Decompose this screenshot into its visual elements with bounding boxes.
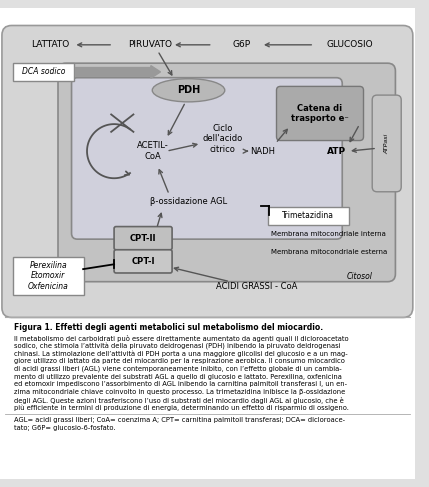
Text: NADH: NADH (251, 147, 275, 156)
Text: Ciclo
dell'acido
citrico: Ciclo dell'acido citrico (202, 124, 242, 153)
Text: ACIDI GRASSI - CoA: ACIDI GRASSI - CoA (215, 282, 297, 291)
FancyBboxPatch shape (72, 78, 342, 239)
Text: mento di utilizzo prevalente dei substrati AGL a quello di glucosio e lattato. P: mento di utilizzo prevalente dei substra… (14, 374, 341, 379)
Text: G6P: G6P (233, 40, 251, 49)
Text: chinasi. La stimolazione dell’attività di PDH porta a una maggiore glicolisi del: chinasi. La stimolazione dell’attività d… (14, 350, 347, 357)
Text: LATTATO: LATTATO (31, 40, 69, 49)
FancyBboxPatch shape (58, 63, 396, 281)
FancyBboxPatch shape (12, 63, 75, 80)
Text: PDH: PDH (177, 85, 200, 95)
Text: ATP: ATP (327, 147, 346, 156)
Text: giore utilizzo di lattato da parte del miocardio per la respirazione aerobica. I: giore utilizzo di lattato da parte del m… (14, 358, 344, 364)
Text: ACETIL-
CoA: ACETIL- CoA (137, 141, 169, 161)
Text: zima mitocondriale chiave coinvolto in questo processo. La trimetazidina inibisc: zima mitocondriale chiave coinvolto in q… (14, 389, 345, 395)
Text: CPT-I: CPT-I (131, 257, 155, 266)
Text: ed etomoxir impediscono l’assorbimento di AGL inibendo la carnitina palmitoil tr: ed etomoxir impediscono l’assorbimento d… (14, 381, 347, 387)
Text: più efficiente in termini di produzione di energia, determinando un effetto di r: più efficiente in termini di produzione … (14, 405, 348, 411)
Text: Perexilina
Etomoxir
Oxfenicina: Perexilina Etomoxir Oxfenicina (28, 261, 69, 291)
Text: AGL= acidi grassi liberi; CoA= coenzima A; CPT= carnitina palmitoil transferasi;: AGL= acidi grassi liberi; CoA= coenzima … (14, 417, 344, 423)
Text: Membrana mitocondriale esterna: Membrana mitocondriale esterna (271, 249, 387, 255)
Text: β-ossidazione AGL: β-ossidazione AGL (150, 197, 227, 206)
Text: Catena di
trasporto e⁻: Catena di trasporto e⁻ (291, 104, 349, 123)
FancyBboxPatch shape (12, 257, 84, 295)
Text: GLUCOSIO: GLUCOSIO (326, 40, 373, 49)
Text: tato; G6P= glucosio-6-fosfato.: tato; G6P= glucosio-6-fosfato. (14, 425, 115, 431)
Text: Il metabolismo dei carboidrati può essere direttamente aumentato da agenti quali: Il metabolismo dei carboidrati può esser… (14, 335, 348, 342)
FancyBboxPatch shape (114, 226, 172, 250)
FancyBboxPatch shape (0, 5, 418, 482)
Text: degli AGL. Queste azioni trasferiscono l’uso di substrati del miocardio dagli AG: degli AGL. Queste azioni trasferiscono l… (14, 397, 343, 404)
Text: Membrana mitocondriale interna: Membrana mitocondriale interna (271, 231, 386, 237)
Text: DCA sodico: DCA sodico (22, 67, 65, 76)
FancyArrow shape (76, 66, 160, 78)
Text: PIRUVATO: PIRUVATO (128, 40, 172, 49)
FancyBboxPatch shape (268, 207, 349, 225)
FancyBboxPatch shape (2, 25, 413, 318)
FancyBboxPatch shape (277, 86, 363, 141)
FancyBboxPatch shape (372, 95, 401, 192)
Text: di acidi grassi liberi (AGL) viene contemporaneamente inibito, con l’effetto glo: di acidi grassi liberi (AGL) viene conte… (14, 366, 341, 372)
Text: sodico, che stimola l’attività della piruvato deidrogenasi (PDH) inibendo la pir: sodico, che stimola l’attività della pir… (14, 342, 340, 350)
FancyBboxPatch shape (114, 250, 172, 273)
Text: Figura 1. Effetti degli agenti metabolici sul metabolismo del miocardio.: Figura 1. Effetti degli agenti metabolic… (14, 323, 323, 332)
Text: Citosol: Citosol (346, 272, 372, 281)
Text: Trimetazidina: Trimetazidina (282, 211, 334, 221)
Ellipse shape (152, 79, 225, 102)
Text: CPT-II: CPT-II (130, 234, 156, 243)
Text: ATPasi: ATPasi (384, 133, 389, 153)
